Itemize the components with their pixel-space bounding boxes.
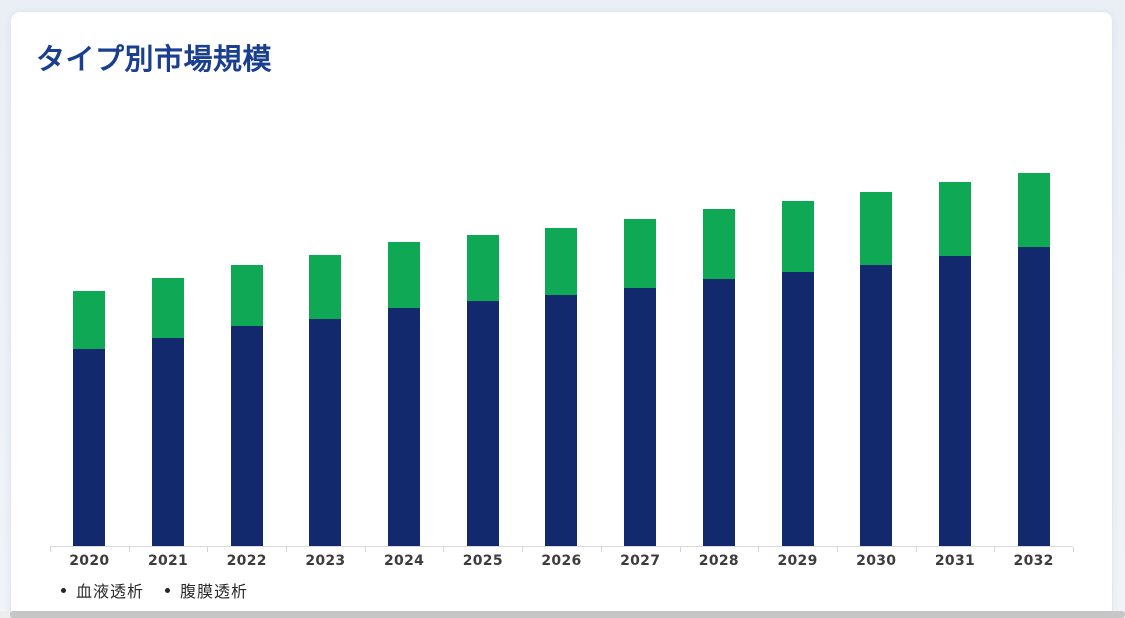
- x-axis-tick: [994, 547, 996, 552]
- bar-segment-peritoneal-2028[interactable]: [702, 208, 735, 279]
- bar-group-2025[interactable]: [443, 112, 522, 546]
- x-axis-label-2021: 2021: [147, 553, 189, 569]
- x-axis-label-2029: 2029: [777, 553, 818, 569]
- legend-item-hemodialysis[interactable]: 血液透析: [61, 578, 144, 602]
- x-axis-line: [50, 546, 1073, 547]
- x-axis-label-2025: 2025: [462, 553, 503, 569]
- x-axis-label-2023: 2023: [305, 553, 346, 569]
- bar-segment-hemodialysis-2028[interactable]: [702, 278, 735, 546]
- bar-group-2027[interactable]: [601, 112, 680, 546]
- x-axis-tick: [443, 547, 445, 552]
- legend-bullet-icon: [165, 587, 171, 593]
- stacked-bar-chart: 2020 2021 2022 2023 2024 2025 2026 2027 2028 2029…: [50, 112, 1074, 569]
- x-axis-label-2028: 2028: [698, 553, 739, 569]
- x-axis-label-2027: 2027: [620, 553, 661, 569]
- bar-segment-hemodialysis-2030[interactable]: [860, 265, 893, 546]
- bar-group-2029[interactable]: [758, 112, 837, 546]
- x-axis-tick: [50, 547, 51, 552]
- legend-item-peritoneal[interactable]: 腹膜透析: [165, 578, 248, 602]
- bar-group-2022[interactable]: [207, 112, 286, 546]
- bar-segment-peritoneal-2022[interactable]: [230, 264, 263, 326]
- bar-segment-hemodialysis-2023[interactable]: [309, 318, 342, 546]
- x-axis-tick: [600, 547, 602, 552]
- legend-label: 腹膜透析: [180, 582, 249, 601]
- bar-group-2024[interactable]: [365, 112, 444, 546]
- bar-segment-peritoneal-2026[interactable]: [545, 227, 578, 295]
- bar-segment-peritoneal-2025[interactable]: [466, 234, 499, 301]
- horizontal-scrollbar[interactable]: [0, 611, 1125, 618]
- x-axis-label-2024: 2024: [384, 553, 425, 569]
- bar-group-2023[interactable]: [286, 112, 365, 546]
- x-axis-label-2030: 2030: [856, 553, 897, 569]
- bar-segment-hemodialysis-2025[interactable]: [466, 300, 499, 546]
- x-axis-tick: [364, 547, 366, 552]
- x-axis-tick: [128, 547, 130, 552]
- bar-segment-peritoneal-2030[interactable]: [860, 192, 893, 266]
- legend: 血液透析 腹膜透析: [61, 578, 248, 602]
- bar-segment-hemodialysis-2024[interactable]: [388, 308, 421, 546]
- x-axis-tick: [286, 547, 288, 552]
- legend-bullet-icon: [61, 587, 66, 593]
- bar-segment-hemodialysis-2020[interactable]: [73, 349, 106, 546]
- bar-segment-hemodialysis-2026[interactable]: [545, 294, 578, 546]
- chart-card: タイプ別市場規模 2020 2021 2022 2023 2024 2025 2026 202…: [10, 11, 1113, 618]
- bar-group-2026[interactable]: [522, 112, 601, 546]
- bar-group-2021[interactable]: [129, 112, 208, 546]
- chart-title: タイプ別市場規模: [36, 42, 273, 76]
- bar-group-2020[interactable]: [50, 112, 129, 546]
- legend-label: 血液透析: [76, 582, 145, 601]
- x-axis-tick: [836, 547, 838, 552]
- x-axis-label-2026: 2026: [541, 553, 582, 569]
- scrollbar-thumb[interactable]: [10, 611, 1125, 618]
- bar-segment-peritoneal-2032[interactable]: [1017, 173, 1050, 247]
- x-axis-tick: [679, 547, 681, 552]
- bar-segment-hemodialysis-2032[interactable]: [1017, 246, 1050, 546]
- bar-group-2030[interactable]: [837, 112, 916, 546]
- x-axis-tick: [522, 547, 524, 552]
- x-axis-tick: [758, 547, 760, 552]
- x-axis-label-2022: 2022: [226, 553, 267, 569]
- bar-segment-peritoneal-2023[interactable]: [309, 254, 342, 319]
- bar-segment-peritoneal-2020[interactable]: [73, 291, 106, 350]
- bar-segment-hemodialysis-2031[interactable]: [938, 256, 971, 546]
- bar-segment-peritoneal-2031[interactable]: [938, 182, 971, 257]
- bar-segment-peritoneal-2029[interactable]: [781, 201, 814, 272]
- bar-segment-hemodialysis-2029[interactable]: [781, 271, 814, 546]
- bar-segment-hemodialysis-2027[interactable]: [624, 287, 657, 546]
- x-axis-tick: [915, 547, 917, 552]
- bar-segment-peritoneal-2024[interactable]: [388, 242, 421, 309]
- x-axis-label-2020: 2020: [69, 553, 110, 569]
- bar-segment-hemodialysis-2021[interactable]: [152, 337, 185, 546]
- x-axis-tick: [1073, 547, 1074, 552]
- x-axis-tick: [207, 547, 209, 552]
- x-axis-label-2032: 2032: [1013, 553, 1054, 569]
- x-axis-label-2031: 2031: [934, 553, 976, 569]
- bar-segment-peritoneal-2021[interactable]: [152, 277, 185, 338]
- bar-group-2031[interactable]: [916, 112, 995, 546]
- bar-group-2028[interactable]: [680, 112, 759, 546]
- bar-segment-peritoneal-2027[interactable]: [624, 218, 657, 288]
- bar-segment-hemodialysis-2022[interactable]: [230, 325, 263, 546]
- bar-group-2032[interactable]: [994, 112, 1073, 546]
